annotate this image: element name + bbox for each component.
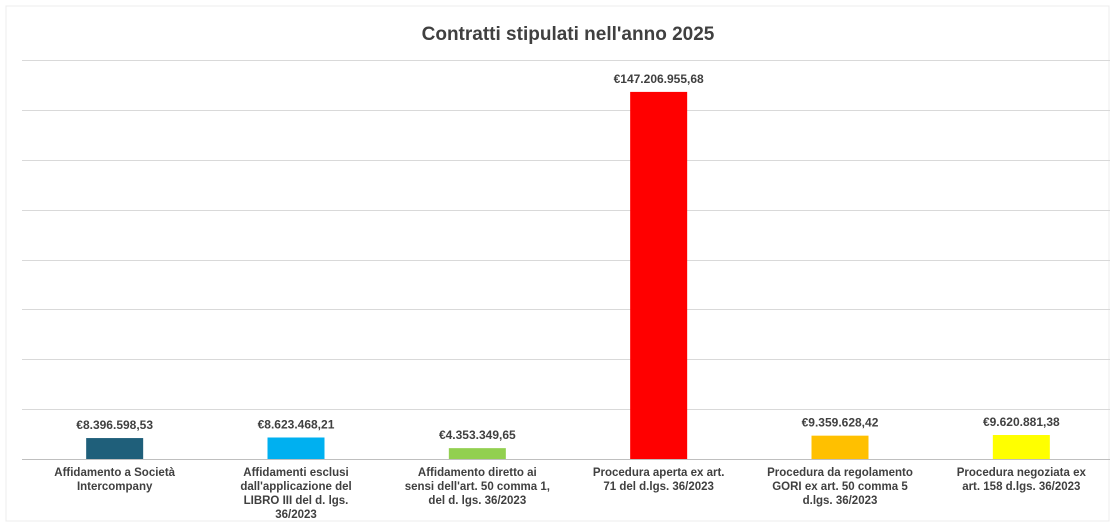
category-label-2: Affidamenti esclusi dall'applicazione del… [240,467,351,521]
chart-frame [5,5,1110,522]
chart-title: Contratti stipulati nell'anno 2025 [422,24,715,45]
category-label-1: Affidamento a Società Intercompany [54,467,175,493]
bar-3 [448,448,506,459]
data-label-4: €147.206.955,68 [614,72,704,86]
bar-6 [992,435,1050,459]
data-label-5: €9.359.628,42 [802,416,879,430]
bar-1 [86,438,144,459]
data-label-1: €8.396.598,53 [76,418,153,432]
bar-2 [267,437,325,459]
bars [86,91,1050,460]
bar-4 [630,91,688,460]
category-label-4: Procedura aperta ex art. 71 del d.lgs. 36… [593,467,725,493]
data-label-2: €8.623.468,21 [258,417,335,431]
gridlines [22,60,1110,460]
category-labels: Affidamento a Società Intercompany Affidam… [54,467,1086,521]
category-label-3: Affidamento diretto ai sensi dell'art. 50… [405,467,550,507]
data-labels: €8.396.598,53 €8.623.468,21 €4.353.349,65 €… [76,72,1060,442]
category-label-5: Procedura da regolamento GORI ex art. 50 … [767,467,913,507]
category-label-6: Procedura negoziata ex art. 158 d.lgs. 36… [957,467,1087,493]
data-label-6: €9.620.881,38 [983,415,1060,429]
bar-5 [811,435,869,459]
data-label-3: €4.353.349,65 [439,428,516,442]
